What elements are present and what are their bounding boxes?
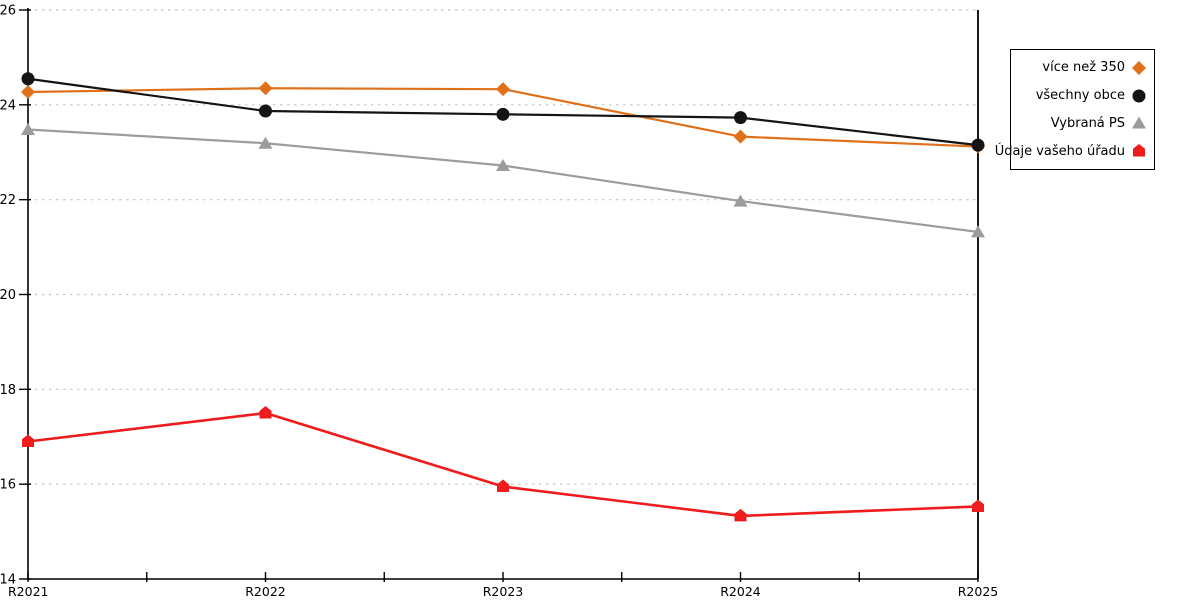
y-tick-label: 18: [0, 383, 16, 398]
legend-label: Vybraná PS: [1050, 115, 1125, 131]
circle-marker: [259, 104, 273, 118]
pentagon-marker: [259, 406, 272, 419]
legend-label: více než 350: [1042, 60, 1125, 76]
circle-icon: [1132, 89, 1146, 103]
y-tick-label: 14: [0, 573, 16, 588]
triangle-icon: [1132, 116, 1146, 129]
x-tick-label: R2025: [958, 584, 999, 599]
series-vsechny-obce: [21, 72, 985, 152]
legend-label: Údaje vašeho úřadu: [994, 143, 1125, 159]
triangle-marker: [258, 136, 273, 149]
circle-glyph: [1132, 89, 1146, 103]
y-tick-label: 22: [0, 193, 16, 208]
x-tick-label: R2022: [245, 584, 286, 599]
series-line-vybrana-ps: [26, 128, 980, 234]
triangle-marker: [733, 194, 748, 207]
triangle-glyph: [1132, 116, 1146, 129]
circle-marker: [971, 138, 985, 152]
diamond-marker: [496, 82, 510, 97]
x-tick-label: R2024: [720, 584, 761, 599]
diamond-icon: [1132, 60, 1146, 75]
legend-item: Údaje vašeho úřadu: [995, 143, 1147, 159]
y-tick-label: 24: [0, 98, 16, 113]
triangle-marker: [496, 159, 510, 172]
pentagon-marker: [734, 508, 747, 522]
legend-item: Vybraná PS: [1015, 115, 1147, 131]
triangle-marker: [21, 122, 35, 135]
y-tick-label: 26: [0, 4, 16, 19]
triangle-marker: [971, 225, 985, 238]
diamond-glyph: [1132, 60, 1146, 75]
pentagon-marker: [497, 479, 509, 493]
legend-item: všechny obce: [1015, 88, 1147, 104]
x-tick-label: R2023: [483, 584, 524, 599]
pentagon-marker: [22, 434, 34, 447]
series-vybrana-ps: [21, 122, 985, 238]
circle-marker: [734, 111, 747, 125]
diamond-marker: [21, 85, 35, 100]
legend-label: všechny obce: [1035, 88, 1125, 104]
legend-item: více než 350: [1015, 60, 1147, 76]
pentagon-glyph: [1133, 144, 1145, 157]
gridlines: [28, 9, 978, 485]
y-tick-label: 20: [0, 288, 16, 303]
circle-marker: [21, 72, 35, 86]
circle-marker: [496, 107, 510, 121]
y-tick-label: 16: [0, 478, 16, 493]
pentagon-icon: [1133, 144, 1145, 157]
series-udaje-vaseho-uradu: [22, 406, 984, 522]
pentagon-marker: [972, 499, 984, 512]
diamond-marker: [733, 129, 748, 144]
chart-legend: více než 350 všechny obce Vybraná PS Úda…: [995, 49, 1155, 170]
series-line-udaje-vaseho-uradu: [26, 411, 980, 518]
axes: 14 16 18 20 22 24 26 R2021 R2022 R2023 R2024 R2025: [0, 4, 998, 600]
diamond-marker: [258, 81, 273, 96]
x-tick-label: R2021: [8, 584, 49, 599]
